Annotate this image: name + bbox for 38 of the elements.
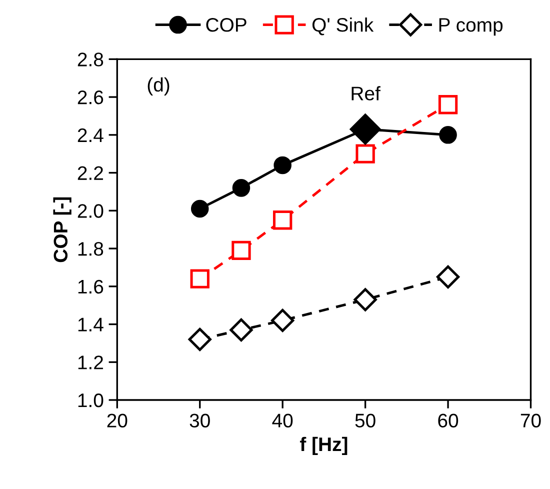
y-tick-label: 1.4 [78, 318, 104, 332]
point [350, 114, 381, 145]
x-tick-label: 40 [272, 414, 293, 428]
y-tick-label: 1.2 [78, 356, 103, 370]
x-tick-label: 50 [355, 414, 376, 428]
point [273, 210, 292, 230]
point [188, 328, 212, 351]
legend-label: COP [206, 18, 246, 32]
point [190, 269, 210, 288]
annotation: (d) [148, 77, 170, 96]
y-tick-label: 2.0 [78, 204, 104, 218]
point [230, 318, 253, 342]
point [356, 144, 375, 164]
point [439, 126, 457, 144]
annotation: Ref [352, 86, 380, 100]
x-tick-label: 60 [438, 414, 458, 428]
legend-label: Q' Sink [312, 18, 374, 36]
y-tick-label: 1.0 [78, 393, 104, 408]
point [190, 200, 209, 218]
x-tick-label: 70 [520, 414, 541, 428]
point [438, 95, 458, 114]
y-tick-label: 2.2 [78, 166, 103, 180]
x-tick-label: 30 [190, 414, 210, 428]
point [271, 308, 294, 332]
legend-label: P comp [439, 18, 503, 36]
y-axis-title: COP [-] [53, 197, 72, 262]
y-tick-label: 1.8 [78, 242, 104, 256]
point [354, 288, 377, 312]
point [274, 156, 292, 174]
x-tick-label: 20 [107, 414, 128, 428]
point [436, 265, 460, 288]
point [232, 179, 250, 197]
y-tick-label: 1.6 [78, 280, 104, 294]
y-tick-label: 2.8 [78, 52, 104, 66]
y-tick-label: 2.6 [78, 90, 104, 104]
x-axis-title: f [Hz] [300, 436, 348, 456]
y-tick-label: 2.4 [78, 128, 104, 142]
point [232, 240, 251, 260]
